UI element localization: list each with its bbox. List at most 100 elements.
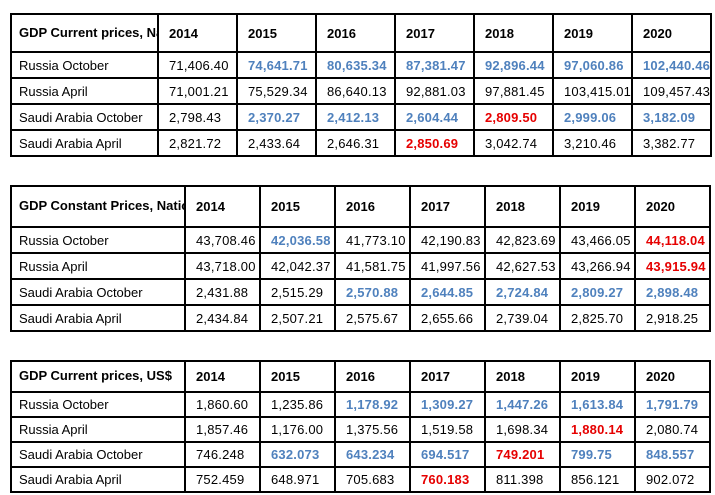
year-header-2014: 2014: [157, 13, 238, 53]
value-cell: 1,447.26: [484, 391, 561, 418]
year-header-2018: 2018: [473, 13, 554, 53]
value-cell: 102,440.46: [631, 51, 712, 79]
year-header-2018: 2018: [484, 360, 561, 393]
year-header-2019: 2019: [559, 185, 636, 228]
row-label: Saudi Arabia April: [10, 304, 186, 332]
year-header-2019: 2019: [552, 13, 633, 53]
year-header-2016: 2016: [315, 13, 396, 53]
year-header-2020: 2020: [634, 185, 711, 228]
value-cell: 80,635.34: [315, 51, 396, 79]
value-cell: 71,406.40: [157, 51, 238, 79]
value-cell: 811.398: [484, 466, 561, 493]
value-cell: 1,791.79: [634, 391, 711, 418]
gdp-constant-prices-national-currency-table: GDP Constant Prices, National Currency 20…: [10, 185, 711, 332]
header-row: GDP Current prices, National Currency201…: [10, 13, 712, 53]
year-header-2015: 2015: [236, 13, 317, 53]
value-cell: 42,036.58: [259, 226, 336, 254]
value-cell: 86,640.13: [315, 77, 396, 105]
value-cell: 41,581.75: [334, 252, 411, 280]
value-cell: 3,182.09: [631, 103, 712, 131]
value-cell: 2,809.50: [473, 103, 554, 131]
value-cell: 2,821.72: [157, 129, 238, 157]
value-cell: 109,457.43: [631, 77, 712, 105]
row-label: Russia April: [10, 416, 186, 443]
row-label: Russia April: [10, 252, 186, 280]
value-cell: 43,708.46: [184, 226, 261, 254]
year-header-2017: 2017: [409, 360, 486, 393]
gdp-current-prices-national-currency-table: GDP Current prices, National Currency201…: [10, 13, 712, 157]
value-cell: 2,412.13: [315, 103, 396, 131]
value-cell: 902.072: [634, 466, 711, 493]
row-label: Russia October: [10, 51, 159, 79]
value-cell: 2,431.88: [184, 278, 261, 306]
value-cell: 1,519.58: [409, 416, 486, 443]
value-cell: 799.75: [559, 441, 636, 468]
value-cell: 2,507.21: [259, 304, 336, 332]
year-header-2017: 2017: [409, 185, 486, 228]
value-cell: 92,881.03: [394, 77, 475, 105]
value-cell: 648.971: [259, 466, 336, 493]
table-row: Russia October 71,406.40 74,641.71 80,635.3…: [10, 51, 712, 79]
year-header-2016: 2016: [334, 360, 411, 393]
year-header-2015: 2015: [259, 185, 336, 228]
row-label: Saudi Arabia April: [10, 129, 159, 157]
value-cell: 2,809.27: [559, 278, 636, 306]
value-cell: 1,375.56: [334, 416, 411, 443]
year-header-2018: 2018: [484, 185, 561, 228]
value-cell: 749.201: [484, 441, 561, 468]
table-row: Saudi Arabia April 2,434.84 2,507.21 2,575.…: [10, 304, 711, 332]
value-cell: 3,210.46: [552, 129, 633, 157]
row-label: Saudi Arabia October: [10, 278, 186, 306]
row-label: Saudi Arabia April: [10, 466, 186, 493]
value-cell: 746.248: [184, 441, 261, 468]
value-cell: 2,724.84: [484, 278, 561, 306]
value-cell: 103,415.01: [552, 77, 633, 105]
value-cell: 2,515.29: [259, 278, 336, 306]
value-cell: 2,434.84: [184, 304, 261, 332]
value-cell: 856.121: [559, 466, 636, 493]
value-cell: 87,381.47: [394, 51, 475, 79]
value-cell: 2,655.66: [409, 304, 486, 332]
table-row: Russia October 43,708.46 42,036.58 41,773.1…: [10, 226, 711, 254]
value-cell: 92,896.44: [473, 51, 554, 79]
value-cell: 41,997.56: [409, 252, 486, 280]
row-label: Saudi Arabia October: [10, 103, 159, 131]
row-label: Saudi Arabia October: [10, 441, 186, 468]
table-title: GDP Constant Prices, National Currency: [10, 185, 186, 228]
value-cell: 2,604.44: [394, 103, 475, 131]
gdp-current-prices-usd-table: GDP Current prices, US$ 2014 2015 2016 2017 2…: [10, 360, 711, 493]
table-row: Saudi Arabia April 2,821.72 2,433.64 2,646.…: [10, 129, 712, 157]
year-header-2017: 2017: [394, 13, 475, 53]
value-cell: 752.459: [184, 466, 261, 493]
table-row: Russia April 43,718.00 42,042.37 41,581.75 4…: [10, 252, 711, 280]
value-cell: 71,001.21: [157, 77, 238, 105]
value-cell: 1,613.84: [559, 391, 636, 418]
value-cell: 1,309.27: [409, 391, 486, 418]
value-cell: 2,739.04: [484, 304, 561, 332]
row-label: Russia October: [10, 391, 186, 418]
value-cell: 1,880.14: [559, 416, 636, 443]
value-cell: 97,881.45: [473, 77, 554, 105]
year-header-2016: 2016: [334, 185, 411, 228]
table-row: Saudi Arabia October 2,431.88 2,515.29 2,57…: [10, 278, 711, 306]
value-cell: 42,627.53: [484, 252, 561, 280]
table-row: Saudi Arabia October 2,798.43 2,370.27 2,41…: [10, 103, 712, 131]
value-cell: 97,060.86: [552, 51, 633, 79]
year-header-2015: 2015: [259, 360, 336, 393]
value-cell: 1,178.92: [334, 391, 411, 418]
value-cell: 1,235.86: [259, 391, 336, 418]
value-cell: 43,915.94: [634, 252, 711, 280]
table-row: Russia October 1,860.60 1,235.86 1,178.92 1,…: [10, 391, 711, 418]
value-cell: 2,370.27: [236, 103, 317, 131]
value-cell: 1,860.60: [184, 391, 261, 418]
value-cell: 43,266.94: [559, 252, 636, 280]
value-cell: 2,570.88: [334, 278, 411, 306]
value-cell: 42,823.69: [484, 226, 561, 254]
value-cell: 2,433.64: [236, 129, 317, 157]
value-cell: 2,918.25: [634, 304, 711, 332]
value-cell: 44,118.04: [634, 226, 711, 254]
year-header-2014: 2014: [184, 360, 261, 393]
table-title: GDP Current prices, National Currency: [10, 13, 159, 53]
value-cell: 75,529.34: [236, 77, 317, 105]
